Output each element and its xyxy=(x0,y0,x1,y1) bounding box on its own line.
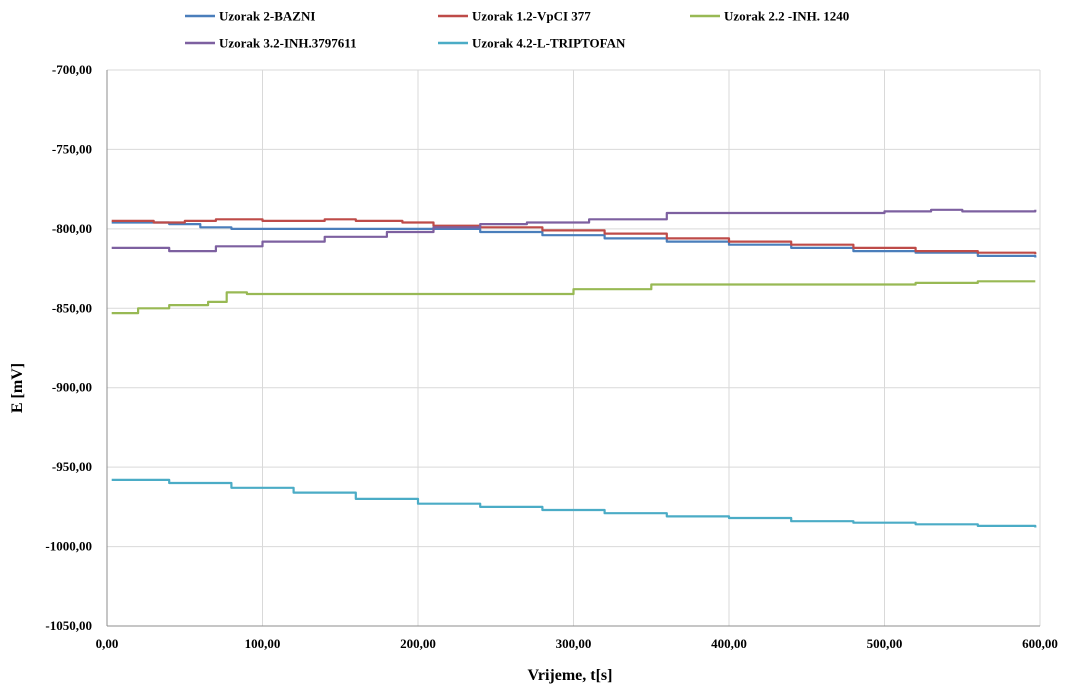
y-tick-label: -800,00 xyxy=(52,221,92,236)
legend-label: Uzorak 2-BAZNI xyxy=(219,9,315,24)
axes xyxy=(106,70,1040,627)
legend-label: Uzorak 3.2-INH.3797611 xyxy=(219,36,357,51)
y-tick-label: -850,00 xyxy=(52,300,92,315)
y-tick-label: -1050,00 xyxy=(45,618,92,633)
x-tick-label: 400,00 xyxy=(711,636,747,651)
x-axis-title: Vrijeme, t[s] xyxy=(528,667,613,684)
legend: Uzorak 2-BAZNI Uzorak 1.2-VpCI 377 Uzorak … xyxy=(185,9,849,51)
legend-label: Uzorak 2.2 -INH. 1240 xyxy=(724,9,849,24)
y-tick-label: -700,00 xyxy=(52,62,92,77)
legend-label: Uzorak 1.2-VpCI 377 xyxy=(472,9,591,24)
x-tick-label: 500,00 xyxy=(867,636,903,651)
y-tick-label: -950,00 xyxy=(52,459,92,474)
series-lines xyxy=(111,208,1037,528)
y-tick-label: -1000,00 xyxy=(45,539,92,554)
x-tick-label: 200,00 xyxy=(400,636,436,651)
y-tick-label: -900,00 xyxy=(52,380,92,395)
series-line-5 xyxy=(111,478,1037,528)
grid xyxy=(107,69,1041,626)
x-tick-label: 100,00 xyxy=(245,636,281,651)
legend-label: Uzorak 4.2-L-TRIPTOFAN xyxy=(472,36,626,51)
x-tick-label: 0,00 xyxy=(96,636,119,651)
series-line-4 xyxy=(111,208,1037,253)
y-tick-label: -750,00 xyxy=(52,141,92,156)
tick-labels: 0,00 100,00 200,00 300,00 400,00 500,00 600,00… xyxy=(45,62,1057,651)
y-axis-title: E [mV] xyxy=(9,363,26,413)
series-line-3 xyxy=(111,280,1036,315)
x-tick-label: 600,00 xyxy=(1022,636,1058,651)
x-tick-label: 300,00 xyxy=(556,636,592,651)
